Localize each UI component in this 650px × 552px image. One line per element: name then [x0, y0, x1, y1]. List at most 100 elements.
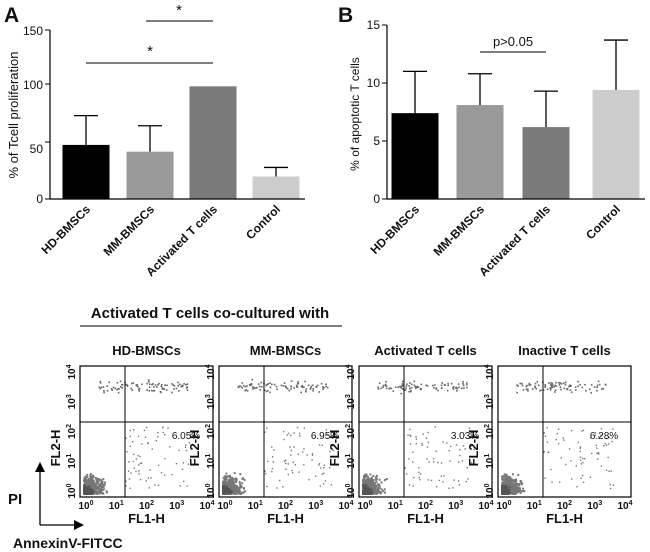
y-decade-exponent: 3 — [66, 394, 73, 398]
x-tick-label: MM-BMSCs — [431, 202, 488, 259]
x-tick-label: HD-BMSCs — [367, 202, 422, 257]
y-decade-tick: 102 — [484, 424, 496, 439]
x-decade-exponent: 0 — [90, 500, 94, 507]
x-decade-tick: 101 — [109, 500, 124, 512]
y-decade-tick: 101 — [66, 454, 78, 469]
panel-a-bars — [62, 86, 300, 199]
x-decade-exponent: 1 — [538, 500, 542, 507]
y-decade-tick: 100 — [205, 483, 217, 498]
x-decade-tick: 101 — [527, 500, 542, 512]
x-decade-tick: 100 — [496, 500, 511, 512]
x-decade-exponent: 4 — [490, 500, 494, 507]
x-decade-exponent: 3 — [598, 500, 602, 507]
y-decade-tick: 100 — [66, 483, 78, 498]
x-decade-exponent: 0 — [508, 500, 512, 507]
y-decade-exponent: 0 — [205, 483, 212, 487]
x-decade-exponent: 3 — [180, 500, 184, 507]
y-decade-exponent: 0 — [484, 483, 491, 487]
panel-b-bars — [391, 39, 640, 199]
y-decade-exponent: 1 — [205, 454, 212, 458]
x-decade-exponent: 2 — [289, 500, 293, 507]
flow-plot-events — [501, 380, 614, 495]
x-decade-tick: 103 — [169, 500, 184, 512]
y-decade-tick: 104 — [205, 364, 217, 379]
x-decade-tick: 100 — [78, 500, 93, 512]
flow-x-axis-label: FL1-H — [546, 511, 583, 526]
panel-b-y-ticks: 0 5 10 15 — [367, 18, 381, 206]
y-decade-exponent: 1 — [66, 454, 73, 458]
y-decade-tick: 102 — [345, 424, 357, 439]
flow-plot: Activated T cells3.03%100100101101102102… — [327, 343, 494, 526]
x-tick-label: Control — [583, 202, 623, 242]
x-tick-label: Activated T cells — [476, 202, 553, 279]
y-decade-tick: 103 — [66, 394, 78, 409]
flow-plot-title: Activated T cells — [374, 343, 477, 358]
panel-a-y-tick: 150 — [23, 24, 43, 38]
x-decade-exponent: 0 — [369, 500, 373, 507]
y-decade-tick: 100 — [345, 483, 357, 498]
x-decade-tick: 104 — [338, 500, 353, 512]
flow-plot: Inactive T cells6.28%1001001011011021021… — [466, 343, 633, 526]
panel-a-letter: A — [4, 4, 19, 27]
x-decade-tick: 101 — [388, 500, 403, 512]
y-decade-exponent: 4 — [205, 364, 212, 368]
y-decade-exponent: 2 — [484, 424, 491, 428]
flow-plot: MM-BMSCs6.95%100100101101102102103103104… — [187, 343, 354, 526]
x-decade-exponent: 4 — [350, 500, 354, 507]
x-decade-tick: 103 — [308, 500, 323, 512]
x-tick-label: MM-BMSCs — [101, 202, 158, 259]
flow-y-axis-label: FL2-H — [187, 430, 202, 467]
annexin-label: AnnexinV-FITCC — [13, 535, 123, 551]
bar — [592, 89, 640, 199]
x-decade-tick: 103 — [587, 500, 602, 512]
y-decade-exponent: 4 — [66, 364, 73, 368]
pi-label: PI — [8, 491, 22, 508]
y-decade-tick: 103 — [484, 394, 496, 409]
panel-a-y-tick: 0 — [36, 192, 43, 206]
y-decade-tick: 104 — [484, 364, 496, 379]
x-tick-label: HD-BMSCs — [38, 202, 93, 257]
quadrant-percent: 3.03% — [451, 431, 479, 442]
x-decade-exponent: 1 — [259, 500, 263, 507]
panel-a-y-ticks: 0 50 100 150 — [23, 24, 43, 206]
x-decade-tick: 104 — [617, 500, 632, 512]
x-decade-tick: 100 — [217, 500, 232, 512]
flow-plots: HD-BMSCs6.05%100100101101102102103103104… — [48, 343, 633, 526]
x-decade-exponent: 1 — [120, 500, 124, 507]
annexin-arrow-head — [74, 520, 84, 530]
y-decade-tick: 100 — [484, 483, 496, 498]
x-decade-tick: 100 — [357, 500, 372, 512]
y-decade-tick: 102 — [205, 424, 217, 439]
bar — [62, 144, 110, 199]
flow-cytometry-section: Activated T cells co-cultured with HD-BM… — [8, 305, 633, 551]
flow-x-axis-label: FL1-H — [267, 511, 304, 526]
flow-group-title: Activated T cells co-cultured with — [91, 305, 329, 322]
y-decade-exponent: 2 — [205, 424, 212, 428]
panel-a-y-axis-label: % of Tcell proliferation — [6, 52, 21, 179]
y-decade-exponent: 1 — [345, 454, 352, 458]
y-decade-exponent: 1 — [484, 454, 491, 458]
panel-b-y-tick: 5 — [373, 134, 380, 148]
flow-x-axis-label: FL1-H — [407, 511, 444, 526]
y-decade-tick: 102 — [66, 424, 78, 439]
quadrant-percent: 6.28% — [590, 431, 618, 442]
x-decade-tick: 104 — [199, 500, 214, 512]
bar — [189, 86, 237, 199]
x-tick-label: Control — [243, 202, 283, 242]
y-decade-tick: 104 — [345, 364, 357, 379]
flow-plot-title: HD-BMSCs — [112, 343, 181, 358]
pi-arrow-head — [35, 462, 45, 472]
quadrant-percent: 6.95% — [311, 431, 339, 442]
flow-plot-events — [222, 378, 336, 495]
y-decade-tick: 101 — [205, 454, 217, 469]
y-decade-exponent: 4 — [484, 364, 491, 368]
y-decade-exponent: 0 — [66, 483, 73, 487]
flow-plot-events — [83, 379, 192, 495]
y-decade-tick: 101 — [345, 454, 357, 469]
flow-x-axis-label: FL1-H — [128, 511, 165, 526]
y-decade-tick: 104 — [66, 364, 78, 379]
bar — [522, 127, 570, 199]
